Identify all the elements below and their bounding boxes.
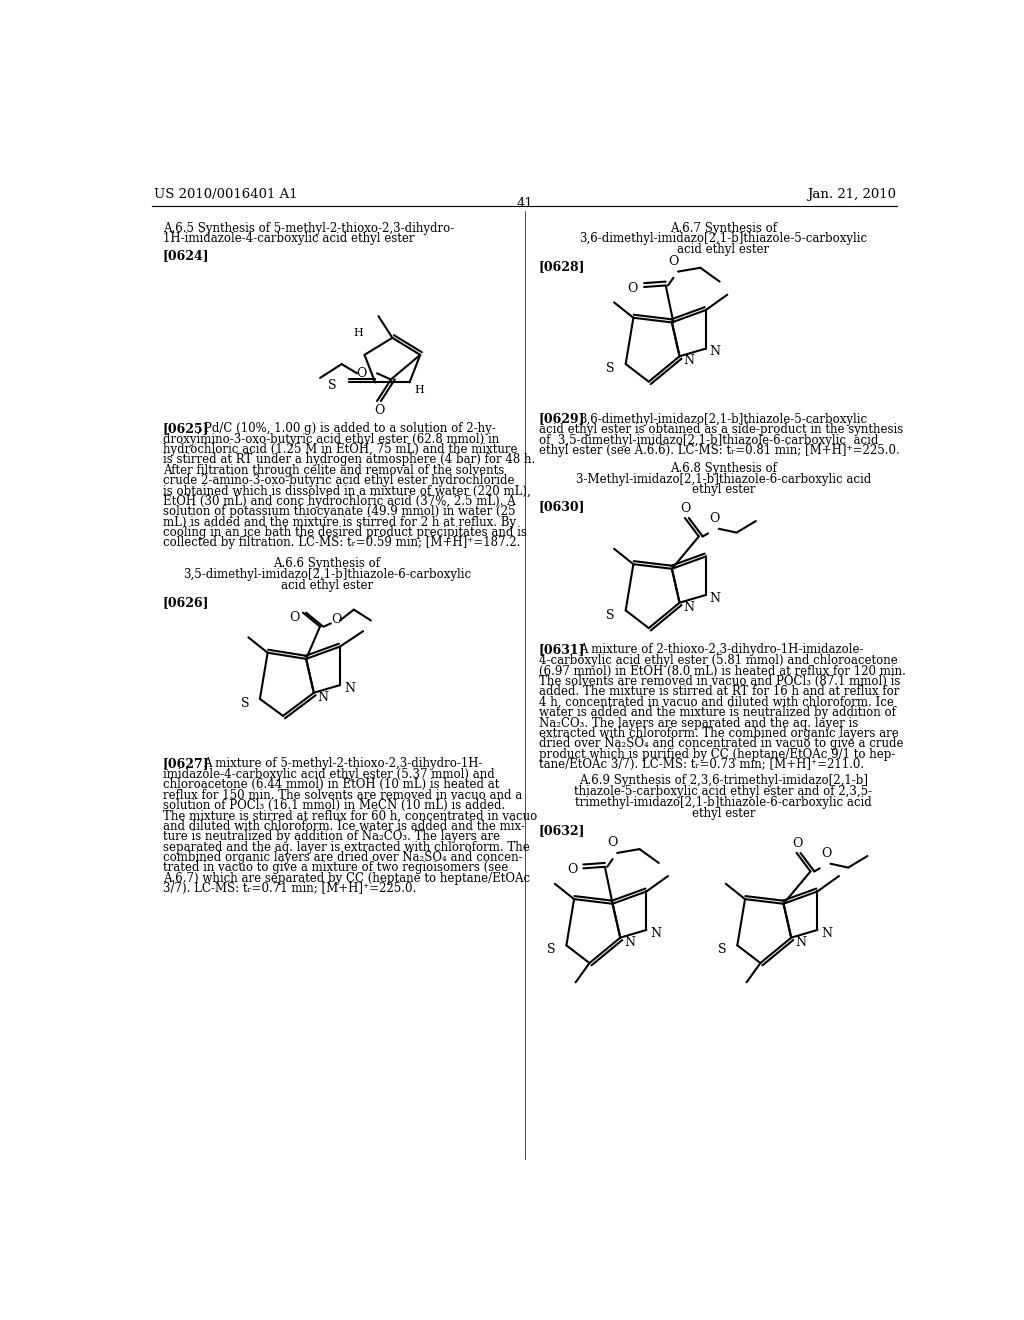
Text: O: O	[710, 512, 720, 525]
Text: N: N	[344, 681, 355, 694]
Text: trimethyl-imidazo[2,1-b]thiazole-6-carboxylic acid: trimethyl-imidazo[2,1-b]thiazole-6-carbo…	[575, 796, 871, 809]
Text: [0624]: [0624]	[163, 249, 210, 263]
Text: S: S	[606, 362, 614, 375]
Text: trated in vacuo to give a mixture of two regioisomers (see: trated in vacuo to give a mixture of two…	[163, 862, 508, 874]
Text: A.6.7) which are separated by CC (heptane to heptane/EtOAc: A.6.7) which are separated by CC (heptan…	[163, 871, 530, 884]
Text: 3-Methyl-imidazo[2,1-b]thiazole-6-carboxylic acid: 3-Methyl-imidazo[2,1-b]thiazole-6-carbox…	[575, 473, 871, 486]
Text: solution of POCl₃ (16.1 mmol) in MeCN (10 mL) is added.: solution of POCl₃ (16.1 mmol) in MeCN (1…	[163, 799, 505, 812]
Text: S: S	[606, 609, 614, 622]
Text: is stirred at RT under a hydrogen atmosphere (4 bar) for 48 h.: is stirred at RT under a hydrogen atmosp…	[163, 453, 536, 466]
Text: 41: 41	[516, 197, 534, 210]
Text: (6.97 mmol) in EtOH (8.0 mL) is heated at reflux for 120 min.: (6.97 mmol) in EtOH (8.0 mL) is heated a…	[539, 665, 905, 677]
Text: is obtained which is dissolved in a mixture of water (220 mL),: is obtained which is dissolved in a mixt…	[163, 484, 530, 498]
Text: N: N	[625, 936, 635, 949]
Text: [0631]: [0631]	[539, 644, 585, 656]
Text: [0625]: [0625]	[163, 422, 209, 434]
Text: O: O	[356, 367, 367, 380]
Text: ethyl ester: ethyl ester	[691, 483, 756, 496]
Text: N: N	[710, 591, 721, 605]
Text: The solvents are removed in vacuo and POCl₃ (87.1 mmol) is: The solvents are removed in vacuo and PO…	[539, 675, 900, 688]
Text: N: N	[821, 927, 833, 940]
Text: A.6.9 Synthesis of 2,3,6-trimethyl-imidazo[2,1-b]: A.6.9 Synthesis of 2,3,6-trimethyl-imida…	[579, 775, 868, 788]
Text: A.6.8 Synthesis of: A.6.8 Synthesis of	[670, 462, 777, 475]
Text: 3,5-dimethyl-imidazo[2,1-b]thiazole-6-carboxylic: 3,5-dimethyl-imidazo[2,1-b]thiazole-6-ca…	[183, 568, 471, 581]
Text: acid ethyl ester: acid ethyl ester	[281, 579, 373, 591]
Text: O: O	[793, 837, 803, 850]
Text: 4-carboxylic acid ethyl ester (5.81 mmol) and chloroacetone: 4-carboxylic acid ethyl ester (5.81 mmol…	[539, 655, 897, 668]
Text: S: S	[718, 944, 727, 957]
Text: 3/7). LC-MS: tᵣ=0.71 min; [M+H]⁺=225.0.: 3/7). LC-MS: tᵣ=0.71 min; [M+H]⁺=225.0.	[163, 882, 416, 895]
Text: O: O	[669, 255, 679, 268]
Text: O: O	[607, 836, 617, 849]
Text: Jan. 21, 2010: Jan. 21, 2010	[807, 187, 896, 201]
Text: [0629]: [0629]	[539, 412, 585, 425]
Text: The mixture is stirred at reflux for 60 h, concentrated in vacuo: The mixture is stirred at reflux for 60 …	[163, 809, 538, 822]
Text: A.6.7 Synthesis of: A.6.7 Synthesis of	[670, 222, 777, 235]
Text: 4 h, concentrated in vacuo and diluted with chloroform. Ice: 4 h, concentrated in vacuo and diluted w…	[539, 696, 894, 709]
Text: A.6.6 Synthesis of: A.6.6 Synthesis of	[273, 557, 380, 570]
Text: droxyimino-3-oxo-butyric acid ethyl ester (62.8 mmol) in: droxyimino-3-oxo-butyric acid ethyl este…	[163, 433, 499, 446]
Text: O: O	[681, 502, 691, 515]
Text: hydrochloric acid (1.25 M in EtOH, 75 mL) and the mixture: hydrochloric acid (1.25 M in EtOH, 75 mL…	[163, 444, 517, 455]
Text: N: N	[710, 345, 721, 358]
Text: [0630]: [0630]	[539, 500, 585, 513]
Text: S: S	[328, 379, 337, 392]
Text: [0626]: [0626]	[163, 595, 209, 609]
Text: added. The mixture is stirred at RT for 16 h and at reflux for: added. The mixture is stirred at RT for …	[539, 685, 899, 698]
Text: [0632]: [0632]	[539, 824, 585, 837]
Text: tane/EtOAc 3/7). LC-MS: tᵣ=0.73 min; [M+H]⁺=211.0.: tane/EtOAc 3/7). LC-MS: tᵣ=0.73 min; [M+…	[539, 758, 864, 771]
Text: 3,6-dimethyl-imidazo[2,1-b]thiazole-5-carboxylic: 3,6-dimethyl-imidazo[2,1-b]thiazole-5-ca…	[579, 412, 867, 425]
Text: ethyl ester (see A.6.6). LC-MS: tᵣ=0.81 min; [M+H]⁺=225.0.: ethyl ester (see A.6.6). LC-MS: tᵣ=0.81 …	[539, 444, 899, 457]
Text: O: O	[374, 404, 385, 417]
Text: separated and the aq. layer is extracted with chloroform. The: separated and the aq. layer is extracted…	[163, 841, 529, 854]
Text: reflux for 150 min. The solvents are removed in vacuo and a: reflux for 150 min. The solvents are rem…	[163, 788, 522, 801]
Text: N: N	[795, 936, 806, 949]
Text: N: N	[683, 354, 694, 367]
Text: 3,6-dimethyl-imidazo[2,1-b]thiazole-5-carboxylic: 3,6-dimethyl-imidazo[2,1-b]thiazole-5-ca…	[580, 232, 867, 246]
Text: N: N	[650, 927, 662, 940]
Text: acid ethyl ester: acid ethyl ester	[678, 243, 769, 256]
Text: and diluted with chloroform. Ice water is added and the mix-: and diluted with chloroform. Ice water i…	[163, 820, 524, 833]
Text: Na₂CO₃. The layers are separated and the aq. layer is: Na₂CO₃. The layers are separated and the…	[539, 717, 858, 730]
Text: extracted with chloroform. The combined organic layers are: extracted with chloroform. The combined …	[539, 727, 898, 741]
Text: H: H	[353, 327, 364, 338]
Text: Pd/C (10%, 1.00 g) is added to a solution of 2-hy-: Pd/C (10%, 1.00 g) is added to a solutio…	[204, 422, 496, 434]
Text: ture is neutralized by addition of Na₂CO₃. The layers are: ture is neutralized by addition of Na₂CO…	[163, 830, 500, 843]
Text: cooling in an ice bath the desired product precipitates and is: cooling in an ice bath the desired produ…	[163, 527, 526, 539]
Text: water is added and the mixture is neutralized by addition of: water is added and the mixture is neutra…	[539, 706, 896, 719]
Text: S: S	[241, 697, 249, 710]
Text: N: N	[317, 690, 329, 704]
Text: crude 2-amino-3-oxo-butyric acid ethyl ester hydrochloride: crude 2-amino-3-oxo-butyric acid ethyl e…	[163, 474, 514, 487]
Text: O: O	[821, 847, 831, 859]
Text: ethyl ester: ethyl ester	[691, 807, 756, 820]
Text: acid ethyl ester is obtained as a side-product in the synthesis: acid ethyl ester is obtained as a side-p…	[539, 424, 903, 437]
Text: combined organic layers are dried over Na₂SO₄ and concen-: combined organic layers are dried over N…	[163, 851, 522, 865]
Text: collected by filtration. LC-MS: tᵣ=0.59 min; [M+H]⁺=187.2.: collected by filtration. LC-MS: tᵣ=0.59 …	[163, 536, 520, 549]
Text: dried over Na₂SO₄ and concentrated in vacuo to give a crude: dried over Na₂SO₄ and concentrated in va…	[539, 738, 903, 751]
Text: O: O	[567, 863, 578, 876]
Text: thiazole-5-carboxylic acid ethyl ester and of 2,3,5-: thiazole-5-carboxylic acid ethyl ester a…	[574, 785, 872, 799]
Text: US 2010/0016401 A1: US 2010/0016401 A1	[154, 187, 297, 201]
Text: A mixture of 2-thioxo-2,3-dihydro-1H-imidazole-: A mixture of 2-thioxo-2,3-dihydro-1H-imi…	[579, 644, 863, 656]
Text: mL) is added and the mixture is stirred for 2 h at reflux. By: mL) is added and the mixture is stirred …	[163, 516, 516, 529]
Text: O: O	[628, 282, 638, 296]
Text: N: N	[683, 601, 694, 614]
Text: [0628]: [0628]	[539, 260, 585, 273]
Text: O: O	[331, 614, 341, 627]
Text: of  3,5-dimethyl-imidazo[2,1-b]thiazole-6-carboxylic  acid: of 3,5-dimethyl-imidazo[2,1-b]thiazole-6…	[539, 434, 878, 446]
Text: A.6.5 Synthesis of 5-methyl-2-thioxo-2,3-dihydro-: A.6.5 Synthesis of 5-methyl-2-thioxo-2,3…	[163, 222, 455, 235]
Text: chloroacetone (6.44 mmol) in EtOH (10 mL) is heated at: chloroacetone (6.44 mmol) in EtOH (10 mL…	[163, 779, 500, 791]
Text: S: S	[547, 944, 556, 957]
Text: After filtration through celite and removal of the solvents: After filtration through celite and remo…	[163, 463, 504, 477]
Text: O: O	[290, 611, 300, 624]
Text: [0627]: [0627]	[163, 758, 210, 771]
Text: 1H-imidazole-4-carboxylic acid ethyl ester: 1H-imidazole-4-carboxylic acid ethyl est…	[163, 232, 415, 246]
Text: product which is purified by CC (heptane/EtOAc 9/1 to hep-: product which is purified by CC (heptane…	[539, 748, 895, 760]
Text: H: H	[414, 385, 424, 396]
Text: EtOH (30 mL) and conc hydrochloric acid (37%, 2.5 mL). A: EtOH (30 mL) and conc hydrochloric acid …	[163, 495, 516, 508]
Text: imidazole-4-carboxylic acid ethyl ester (5.37 mmol) and: imidazole-4-carboxylic acid ethyl ester …	[163, 768, 495, 781]
Text: A mixture of 5-methyl-2-thioxo-2,3-dihydro-1H-: A mixture of 5-methyl-2-thioxo-2,3-dihyd…	[203, 758, 482, 771]
Text: solution of potassium thiocyanate (49.9 mmol) in water (25: solution of potassium thiocyanate (49.9 …	[163, 506, 515, 519]
